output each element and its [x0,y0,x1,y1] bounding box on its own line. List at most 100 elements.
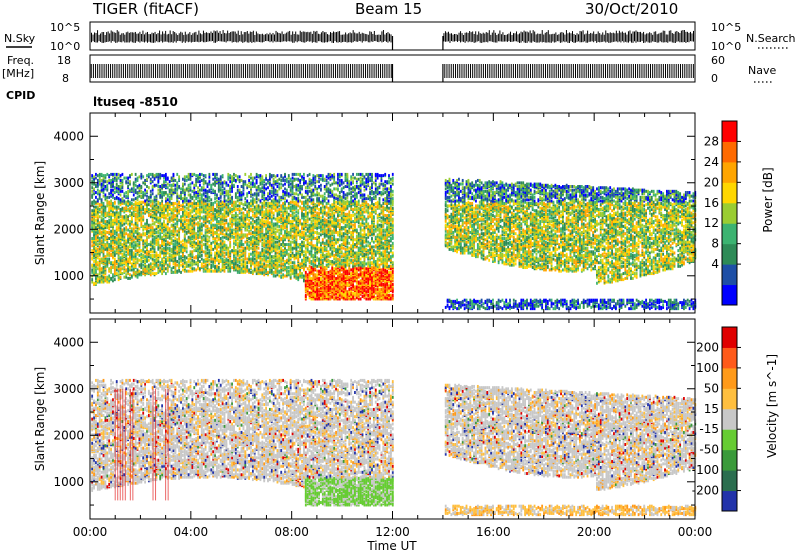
power-cell [108,192,111,196]
power-cell [189,172,192,176]
power-cell [172,207,175,211]
power-cell [96,210,99,214]
power-cell [261,262,264,266]
power-cell [155,183,158,187]
power-cell [248,240,250,244]
power-cell [246,183,249,187]
power-cell [127,185,129,188]
power-cell [217,258,220,262]
power-cell [108,207,111,211]
power-cell [98,268,101,272]
power-cell [185,197,188,201]
power-cell [250,181,252,185]
power-cell [161,266,164,270]
power-cell [183,244,186,248]
power-cell [200,207,203,211]
power-cell [113,232,116,236]
power-cell [193,201,196,205]
power-cell [140,200,143,204]
power-cell [108,257,111,261]
power-cell [223,214,226,218]
power-cell [227,252,230,256]
power-cell [223,216,226,220]
power-cell [155,172,158,176]
power-cell [136,274,139,278]
power-cell [259,174,262,178]
power-cell [257,235,260,239]
power-cell [110,221,112,225]
power-cell [225,189,228,193]
power-cell [104,205,107,209]
power-cell [221,181,224,185]
power-cell [182,210,184,214]
power-cell [121,238,124,242]
power-cell [274,222,277,226]
power-cell [276,251,279,255]
power-cell [199,249,201,253]
power-cell [93,270,95,274]
power-cell [96,235,99,239]
power-cell [106,203,109,207]
power-cell [282,234,285,238]
power-cell [125,239,128,243]
power-cell [151,272,154,276]
power-cell [96,233,99,237]
power-cell [238,239,241,243]
power-cell [208,239,211,243]
power-cell [108,221,111,225]
power-cell [219,192,222,196]
power-cell [182,214,184,218]
power-cell [202,198,205,202]
power-cell [117,251,120,255]
power-cell [244,200,247,204]
power-cell [174,178,177,182]
power-cell [125,191,128,195]
power-cell [187,221,190,225]
power-cell [104,275,107,279]
power-cell [200,188,203,192]
power-cell [166,198,169,202]
power-cell [225,203,228,207]
power-cell [248,178,250,182]
power-cell [149,223,152,227]
power-cell [250,172,252,176]
power-cell [278,274,281,278]
power-cell [276,193,279,197]
power-cell [199,188,201,192]
power-cell [195,237,198,240]
power-cell [100,270,103,274]
power-cell [134,188,137,192]
power-cell [265,255,267,259]
power-cell [231,214,233,218]
power-cell [217,226,220,230]
power-cell [151,214,154,218]
power-cell [204,263,207,267]
power-cell [251,178,254,182]
power-cell [147,263,150,267]
power-cell [119,215,122,219]
power-cell [189,222,192,226]
power-cell [236,263,239,267]
power-cell [274,175,277,179]
power-cell [132,186,135,190]
power-cell [119,189,122,193]
power-cell [104,214,107,218]
power-cell [180,187,182,191]
power-cell [214,172,216,176]
power-cell [185,222,188,226]
power-cell [191,195,194,199]
power-cell [265,227,267,231]
power-cell [151,185,154,188]
power-cell [202,192,205,196]
nsky-right-tick-top: 10^5 [711,21,741,34]
power-cell [93,281,95,285]
power-cell [119,198,122,202]
power-cell [159,267,162,271]
power-cell [187,193,190,197]
power-cell [125,273,128,277]
power-cell [223,209,226,213]
power-cell [221,257,224,261]
power-cell [195,216,198,220]
power-cell [185,244,188,248]
power-cell [261,257,264,261]
